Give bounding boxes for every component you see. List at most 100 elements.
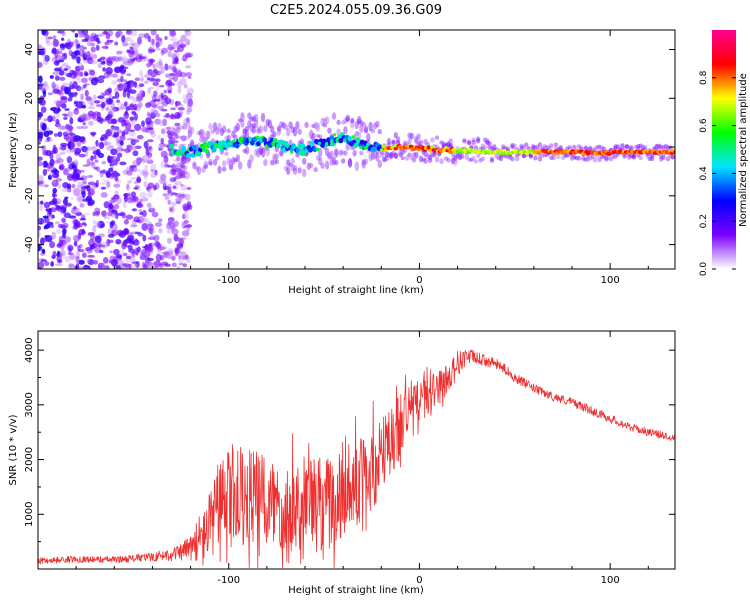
noise-blob [149, 122, 153, 128]
noise-blob [147, 127, 154, 131]
noise-blob [156, 39, 163, 47]
snr-y-tick-label: 1000 [24, 502, 35, 527]
ridge-halo [375, 120, 380, 128]
noise-blob [58, 253, 67, 260]
noise-blob [158, 218, 163, 223]
noise-blob [52, 34, 57, 41]
noise-blob [46, 136, 51, 141]
noise-blob [47, 174, 53, 180]
spectrogram-y-tick-label: 0 [24, 144, 35, 150]
ridge-cell [309, 140, 315, 147]
ridge-cell [234, 143, 240, 149]
noise-blob [59, 66, 63, 71]
noise-blob [185, 122, 191, 128]
noise-blob [73, 219, 79, 226]
noise-blob [71, 183, 76, 189]
ridge-halo [228, 164, 234, 171]
noise-blob [75, 100, 84, 109]
ridge-halo [347, 158, 353, 169]
noise-blob [100, 61, 106, 65]
noise-blob [182, 169, 188, 175]
noise-blob [140, 75, 145, 83]
noise-blob [76, 196, 83, 202]
noise-blob [143, 251, 148, 256]
noise-blob [151, 38, 155, 46]
noise-blob [64, 255, 71, 263]
noise-blob [87, 146, 91, 152]
noise-blob [78, 46, 85, 52]
noise-blob [168, 206, 176, 214]
noise-blob [178, 125, 185, 130]
ridge-halo [544, 145, 550, 151]
noise-blob [146, 111, 151, 117]
noise-blob [38, 216, 42, 224]
ridge-hotspot [208, 144, 212, 148]
ridge-halo [221, 166, 227, 172]
ridge-halo [588, 155, 593, 161]
noise-blob [126, 30, 131, 34]
ridge-halo [453, 156, 458, 162]
ridge-halo [645, 154, 650, 159]
noise-blob [38, 230, 41, 238]
noise-blob [151, 229, 156, 235]
noise-blob [90, 155, 94, 162]
noise-blob [93, 154, 97, 160]
ridge-halo [530, 145, 536, 150]
noise-blob [186, 39, 191, 46]
ridge-halo [336, 128, 341, 136]
ridge-halo [560, 156, 566, 161]
noise-blob [54, 221, 61, 225]
ridge-hotspot [239, 141, 243, 145]
noise-blob [110, 103, 116, 108]
ridge-cell [185, 152, 191, 159]
noise-blob [38, 134, 43, 143]
ridge-halo [242, 148, 247, 154]
ridge-halo [434, 135, 440, 140]
ridge-halo [347, 157, 353, 167]
noise-blob [61, 217, 66, 223]
noise-blob [89, 42, 96, 47]
noise-blob [78, 153, 86, 158]
ridge-halo [302, 168, 307, 178]
noise-blob [174, 180, 183, 186]
noise-blob [146, 62, 151, 68]
ridge-hotspot [240, 137, 244, 141]
noise-blob [91, 182, 97, 190]
ridge-halo [659, 154, 664, 160]
noise-blob [167, 164, 175, 168]
noise-blob [76, 126, 84, 130]
noise-blob [138, 56, 146, 60]
ridge-halo [178, 168, 183, 175]
noise-blob [160, 150, 168, 158]
ridge-halo [558, 144, 563, 150]
ridge-halo [201, 129, 206, 139]
noise-blob [56, 158, 64, 164]
noise-blob [64, 86, 71, 95]
ridge-cell [256, 140, 261, 147]
noise-blob [130, 263, 138, 268]
ridge-halo [256, 126, 261, 132]
colorbar-tick-label: 0.4 [699, 166, 709, 181]
ridge-halo [423, 157, 428, 164]
noise-blob [41, 123, 47, 131]
noise-blob [128, 95, 135, 100]
noise-blob [61, 37, 65, 41]
noise-blob [63, 116, 68, 121]
noise-blob [158, 228, 163, 234]
ridge-halo [416, 133, 421, 140]
noise-blob [115, 50, 123, 55]
ridge-cell [381, 144, 386, 149]
noise-blob [115, 238, 122, 245]
noise-blob [42, 81, 48, 88]
noise-blob [133, 103, 138, 111]
ridge-halo [475, 136, 481, 142]
ridge-halo [192, 161, 197, 166]
noise-blob [185, 224, 193, 228]
noise-blob [121, 34, 126, 43]
ridge-halo [327, 127, 332, 134]
ridge-halo [270, 133, 275, 139]
ridge-halo [370, 152, 376, 161]
ridge-halo [308, 129, 314, 140]
ridge-halo [210, 129, 215, 134]
noise-blob [51, 178, 57, 184]
